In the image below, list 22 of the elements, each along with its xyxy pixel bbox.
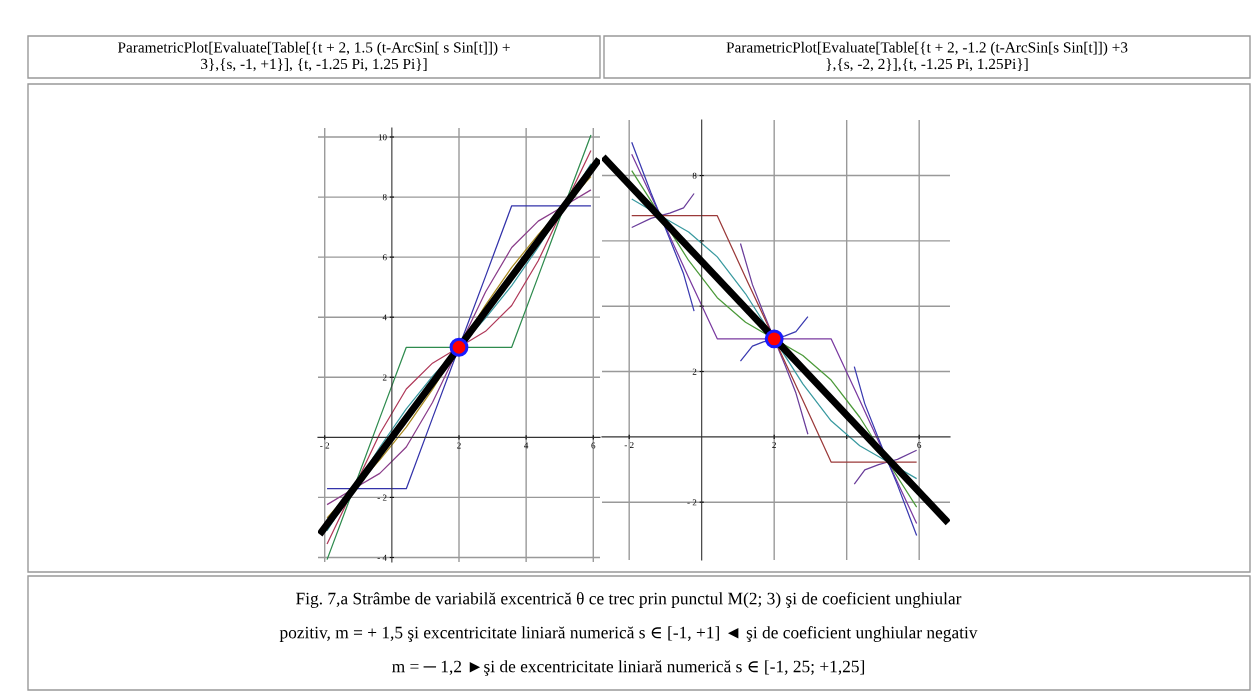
x-tick-label: 2 [772, 442, 776, 448]
x-tick-label: - 2 [320, 442, 330, 449]
x-tick-label: - 2 [624, 442, 634, 448]
y-tick-label: - 2 [687, 499, 697, 506]
y-tick-label: 6 [382, 254, 387, 261]
caption: Fig. 7,a Strâmbe de variabilă excentrică θ ce trec prin punctul M(2; 3) şi de coeficient unghiular [296, 592, 962, 608]
y-tick-label: 10 [378, 134, 387, 141]
y-tick-label: 8 [382, 194, 387, 201]
x-tick-label: 2 [457, 442, 461, 449]
y-tick-label: - 2 [377, 494, 387, 501]
y-tick-label: 2 [382, 374, 387, 381]
chart-title: ParametricPlot[Evaluate[Table[{t + 2, -1.2 (t-ArcSin[s Sin[t]]) +3 },{s, -2, 2}],{t, -1.25 Pi, 1.25Pi}] [726, 41, 1128, 72]
y-tick-label: 8 [692, 172, 697, 179]
y-tick-label: - 4 [377, 554, 387, 561]
text: pozitiv, m = + 1,5 şi excentricitate liniară numerică s ∈ [-1, +1] ◄ şi de coeficient unghiular negativ [279, 626, 978, 642]
x-tick-label: 6 [917, 442, 922, 449]
y-tick-label: 4 [382, 314, 387, 321]
text: m = ─ 1,2 ►şi de excentricitate liniară numerică s ∈ [-1, 25; +1,25] [392, 660, 865, 676]
x-tick-label: 6 [591, 442, 596, 449]
y-tick-label: 2 [692, 368, 697, 375]
chart-title: ParametricPlot[Evaluate[Table[{t + 2, 1.5 (t-ArcSin[ s Sin[t]]) + 3},{s, -1, +1}], {t, -1.25 Pi, 1.25 Pi}] [117, 41, 510, 72]
x-tick-label: 4 [524, 442, 529, 449]
